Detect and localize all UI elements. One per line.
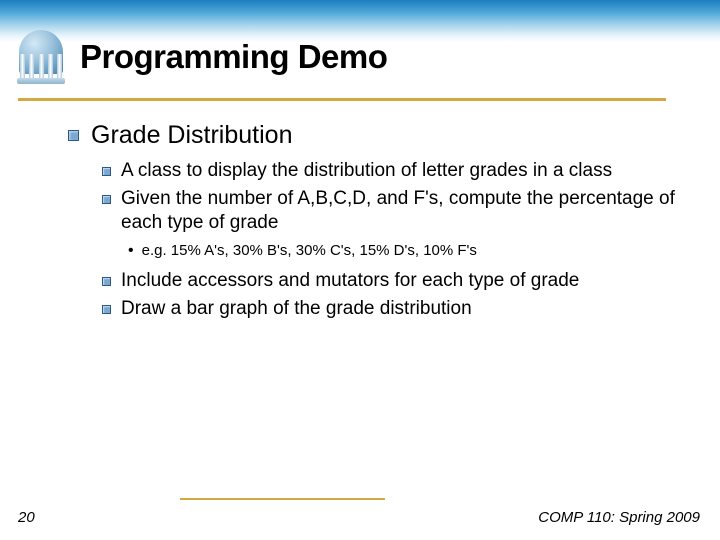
body-text: Given the number of A,B,C,D, and F's, co… [121,187,678,235]
title-row: Programming Demo [0,28,720,86]
bullet-level2: Draw a bar graph of the grade distributi… [102,297,678,321]
bullet-level2: Given the number of A,B,C,D, and F's, co… [102,187,678,235]
unc-well-logo [12,28,70,86]
page-number: 20 [18,509,35,526]
square-bullet-icon [102,167,111,176]
title-underline [18,98,666,101]
body-text: Include accessors and mutators for each … [121,269,579,293]
bullet-level2: A class to display the distribution of l… [102,159,678,183]
slide-content: Grade Distribution A class to display th… [68,120,678,325]
bullet-level2: Include accessors and mutators for each … [102,269,678,293]
square-bullet-icon [68,130,79,141]
square-bullet-icon [102,195,111,204]
square-bullet-icon [102,277,111,286]
heading-text: Grade Distribution [91,120,292,151]
footer-divider [180,498,385,500]
dot-bullet-icon: • [128,241,134,262]
course-label: COMP 110: Spring 2009 [538,509,700,526]
slide-title: Programming Demo [80,38,387,76]
bullet-level1: Grade Distribution [68,120,678,151]
body-text: A class to display the distribution of l… [121,159,612,183]
example-text: e.g. 15% A's, 30% B's, 30% C's, 15% D's,… [142,241,477,261]
bullet-level3: • e.g. 15% A's, 30% B's, 30% C's, 15% D'… [128,241,678,262]
square-bullet-icon [102,305,111,314]
body-text: Draw a bar graph of the grade distributi… [121,297,472,321]
